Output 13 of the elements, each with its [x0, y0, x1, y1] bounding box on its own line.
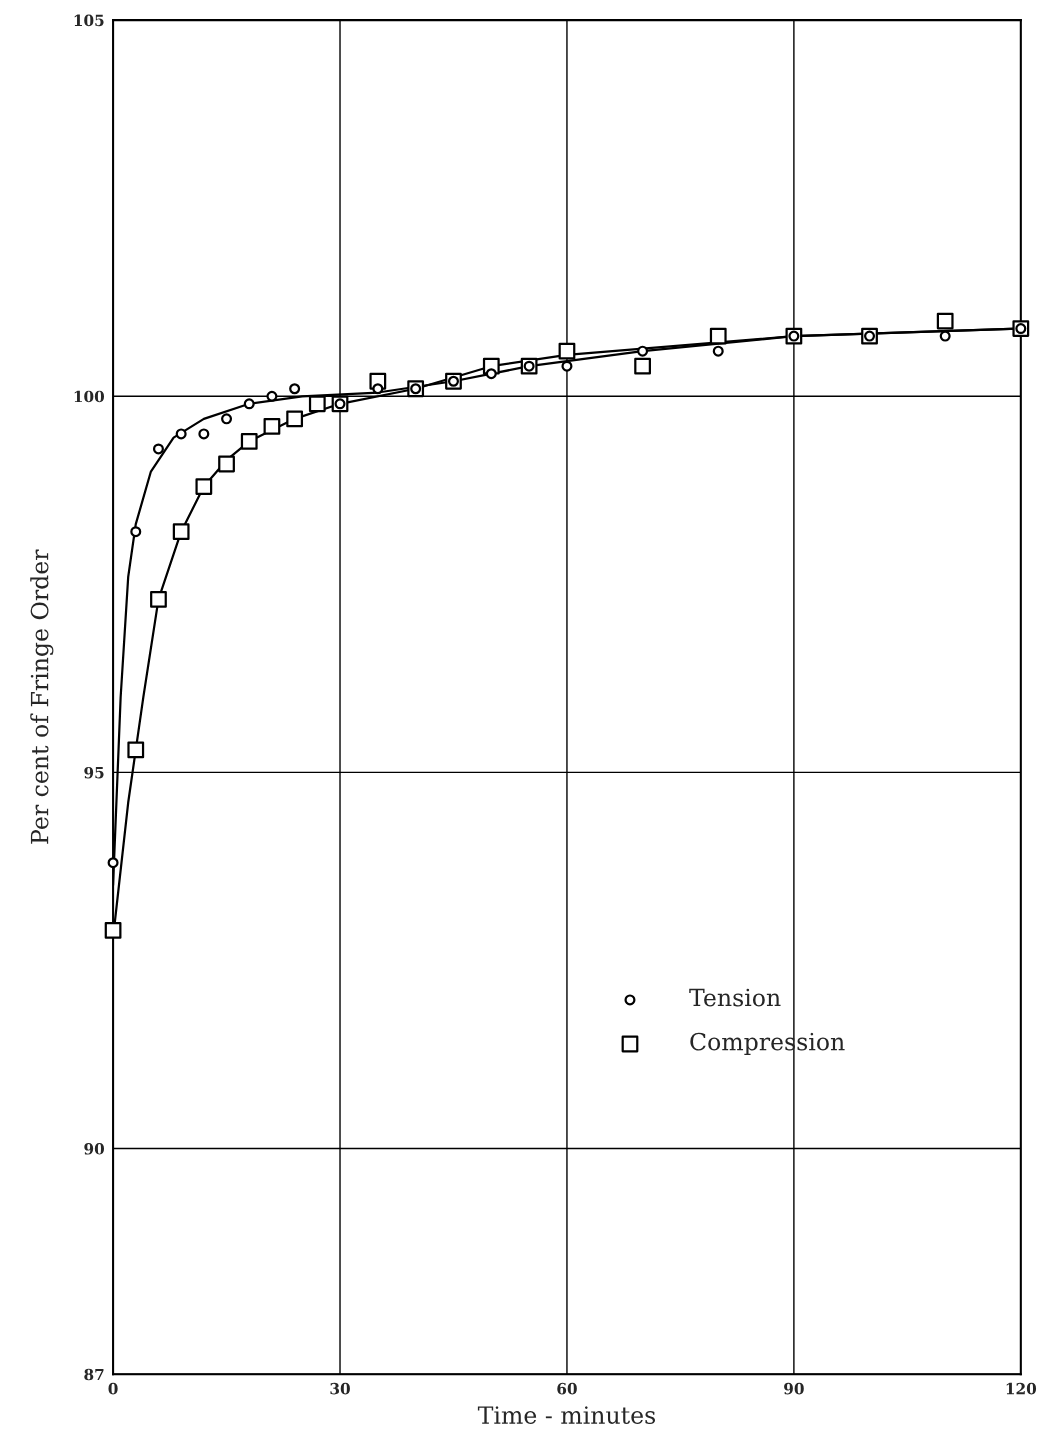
x-tick-label: 60	[557, 1382, 577, 1395]
x-tick-label: 120	[1006, 1382, 1037, 1395]
y-tick-label: 100	[74, 390, 105, 403]
y-axis-title: Per cent of Fringe Order	[30, 549, 54, 844]
y-tick-label: 90	[84, 1143, 105, 1155]
legend-label: Tension	[689, 988, 781, 1007]
y-tick-label: 105	[74, 14, 104, 27]
y-tick-label: 95	[84, 766, 104, 779]
x-tick-label: 90	[784, 1382, 804, 1395]
x-tick-label: 30	[330, 1382, 350, 1395]
x-axis-title: Time - minutes	[477, 1406, 656, 1424]
x-tick-label: 0	[108, 1382, 118, 1395]
y-tick-label: 87	[84, 1368, 104, 1381]
